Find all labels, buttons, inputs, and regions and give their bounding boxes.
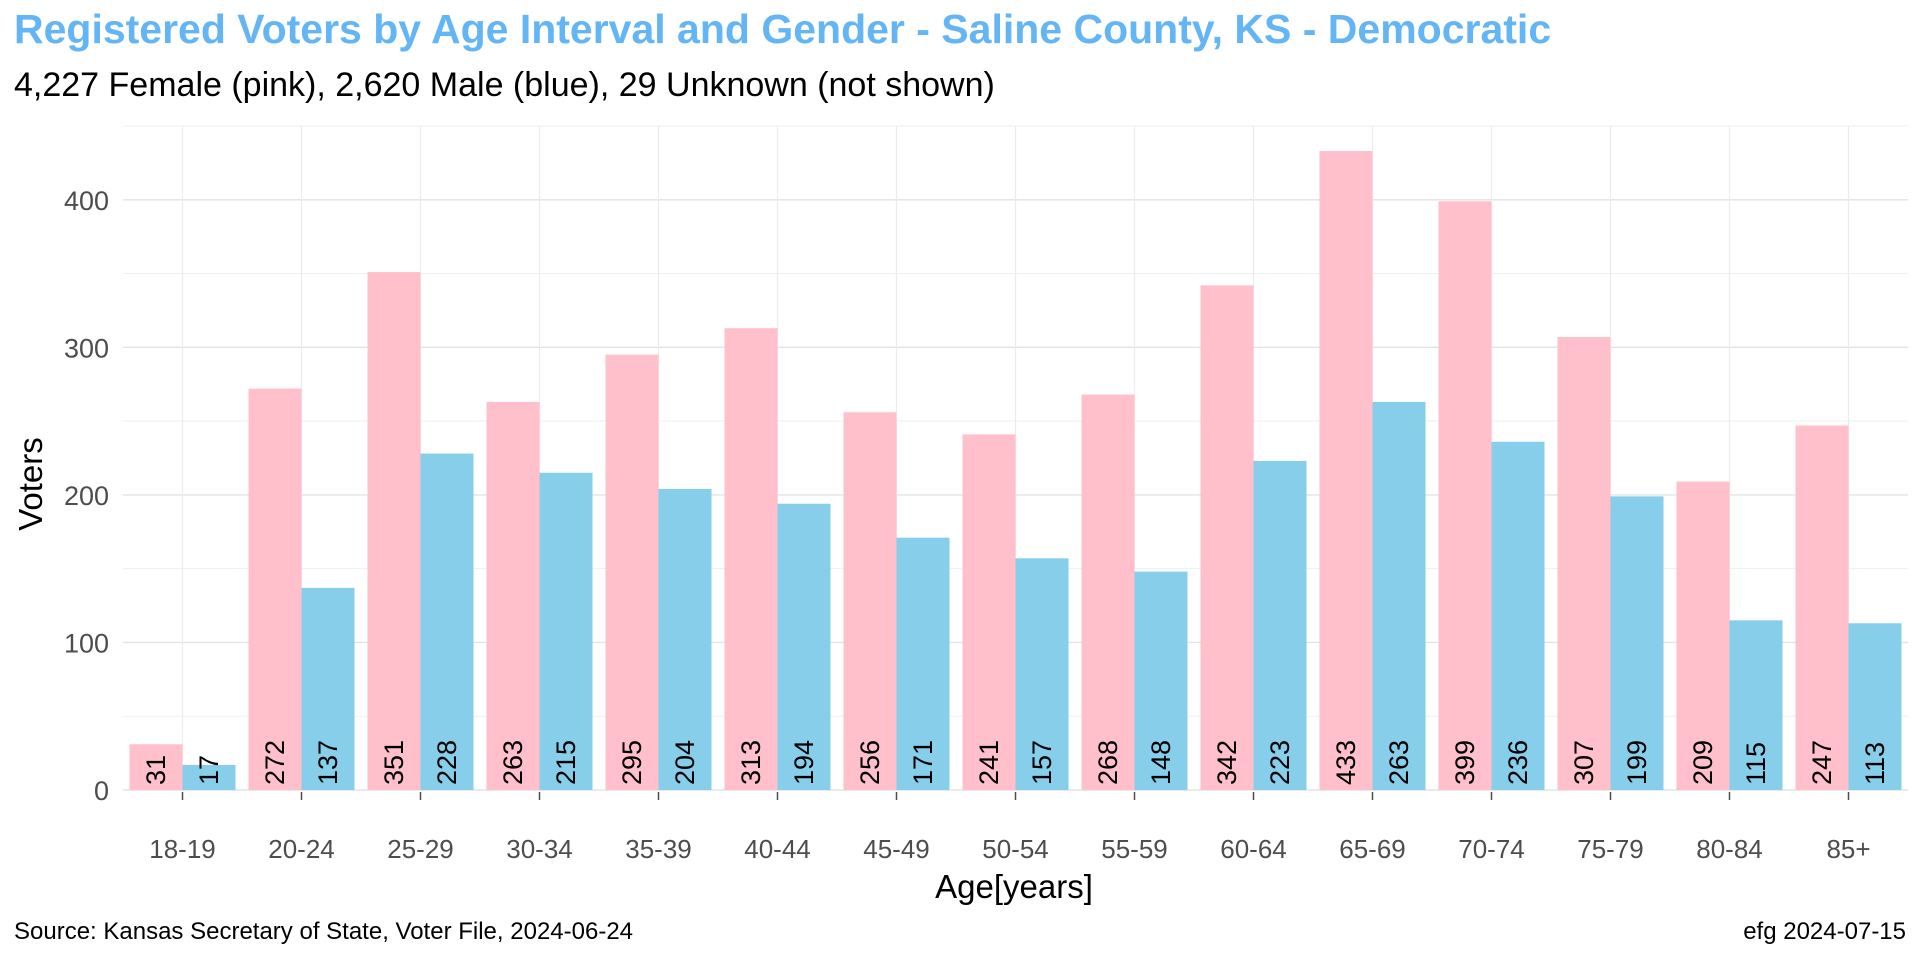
bar-male-85+ (1848, 623, 1902, 790)
bar-female-55-59 (1081, 394, 1135, 790)
bar-male-45-49 (896, 537, 950, 790)
source-note: Source: Kansas Secretary of State, Voter… (14, 918, 634, 945)
bar-female-85+ (1795, 425, 1849, 790)
data-label-female-80-84: 209 (1688, 740, 1718, 785)
data-label-male-18-19: 17 (194, 755, 224, 785)
data-label-female-35-39: 295 (617, 740, 647, 785)
bar-male-80-84 (1729, 620, 1783, 790)
x-tick-label: 50-54 (982, 834, 1049, 864)
y-tick-label: 200 (64, 481, 109, 511)
x-tick-label: 20-24 (268, 834, 335, 864)
x-tick-label: 18-19 (149, 834, 216, 864)
bar-male-75-79 (1610, 496, 1664, 790)
data-label-female-75-79: 307 (1569, 740, 1599, 785)
x-tick-label: 25-29 (387, 834, 454, 864)
bar-female-50-54 (962, 434, 1016, 790)
data-label-male-70-74: 236 (1503, 740, 1533, 785)
bar-female-40-44 (724, 328, 778, 790)
y-tick-label: 0 (94, 776, 109, 806)
data-label-female-20-24: 272 (260, 740, 290, 785)
x-tick-label: 45-49 (863, 834, 930, 864)
bar-female-60-64 (1200, 285, 1254, 790)
x-tick-label: 55-59 (1101, 834, 1168, 864)
data-label-female-65-69: 433 (1331, 740, 1361, 785)
data-label-male-65-69: 263 (1384, 740, 1414, 785)
bar-female-80-84 (1676, 481, 1730, 790)
data-label-male-35-39: 204 (670, 740, 700, 785)
x-axis-title: Age[years] (935, 868, 1093, 905)
data-label-male-45-49: 171 (908, 740, 938, 785)
bar-male-55-59 (1134, 571, 1188, 790)
y-tick-label: 400 (64, 186, 109, 216)
y-tick-label: 100 (64, 628, 109, 658)
chart-title: Registered Voters by Age Interval and Ge… (14, 6, 1552, 52)
x-tick-label: 65-69 (1339, 834, 1406, 864)
bar-male-70-74 (1491, 441, 1545, 790)
credit-note: efg 2024-07-15 (1743, 918, 1906, 945)
data-label-female-45-49: 256 (855, 740, 885, 785)
data-label-male-40-44: 194 (789, 740, 819, 785)
bar-male-50-54 (1015, 558, 1069, 790)
bar-female-35-39 (605, 354, 659, 790)
data-label-male-75-79: 199 (1622, 740, 1652, 785)
data-labels: 31 17 272 137 351 228 263 215 295 204 313 194 256 171… (141, 740, 1890, 785)
bar-male-35-39 (658, 488, 712, 790)
bar-male-60-64 (1253, 460, 1307, 790)
axes: 0 100 200 300 400 18-19 20-24 25-29 30-34 35-39 40… (64, 186, 1871, 864)
bar-female-75-79 (1557, 337, 1611, 790)
bar-male-30-34 (539, 472, 593, 790)
data-label-male-20-24: 137 (313, 740, 343, 785)
data-label-female-30-34: 263 (498, 740, 528, 785)
data-label-male-85+: 113 (1860, 742, 1890, 785)
bar-female-65-69 (1319, 151, 1373, 790)
bar-female-30-34 (486, 401, 540, 790)
bar-female-25-29 (367, 272, 421, 791)
data-label-female-55-59: 268 (1093, 740, 1123, 785)
x-tick-label: 75-79 (1577, 834, 1644, 864)
bars (129, 151, 1902, 791)
bar-female-45-49 (843, 412, 897, 790)
x-tick-label: 40-44 (744, 834, 811, 864)
bar-female-20-24 (248, 388, 302, 790)
bar-male-20-24 (301, 587, 355, 790)
x-tick-label: 80-84 (1696, 834, 1763, 864)
x-tick-label: 70-74 (1458, 834, 1525, 864)
x-tick-label: 60-64 (1220, 834, 1287, 864)
data-label-male-50-54: 157 (1027, 740, 1057, 785)
bar-female-70-74 (1438, 201, 1492, 791)
bar-male-18-19 (182, 764, 236, 790)
bar-female-18-19 (129, 744, 183, 790)
y-tick-label: 300 (64, 333, 109, 363)
data-label-male-55-59: 148 (1146, 740, 1176, 785)
bar-male-25-29 (420, 453, 474, 790)
data-label-male-60-64: 223 (1265, 740, 1295, 785)
data-label-female-40-44: 313 (736, 740, 766, 785)
x-tick-label: 30-34 (506, 834, 573, 864)
bar-male-40-44 (777, 503, 831, 790)
data-label-female-70-74: 399 (1450, 740, 1480, 785)
y-axis-title: Voters (12, 437, 49, 531)
data-label-female-50-54: 241 (974, 740, 1004, 785)
x-tick-label: 85+ (1826, 834, 1870, 864)
data-label-female-25-29: 351 (379, 740, 409, 785)
data-label-male-25-29: 228 (432, 740, 462, 785)
data-label-male-80-84: 115 (1741, 742, 1771, 785)
chart-subtitle: 4,227 Female (pink), 2,620 Male (blue), … (14, 66, 995, 104)
bar-male-65-69 (1372, 401, 1426, 790)
x-tick-label: 35-39 (625, 834, 692, 864)
data-label-female-85+: 247 (1807, 740, 1837, 785)
data-label-male-30-34: 215 (551, 740, 581, 785)
data-label-female-60-64: 342 (1212, 740, 1242, 785)
data-label-female-18-19: 31 (141, 755, 171, 785)
